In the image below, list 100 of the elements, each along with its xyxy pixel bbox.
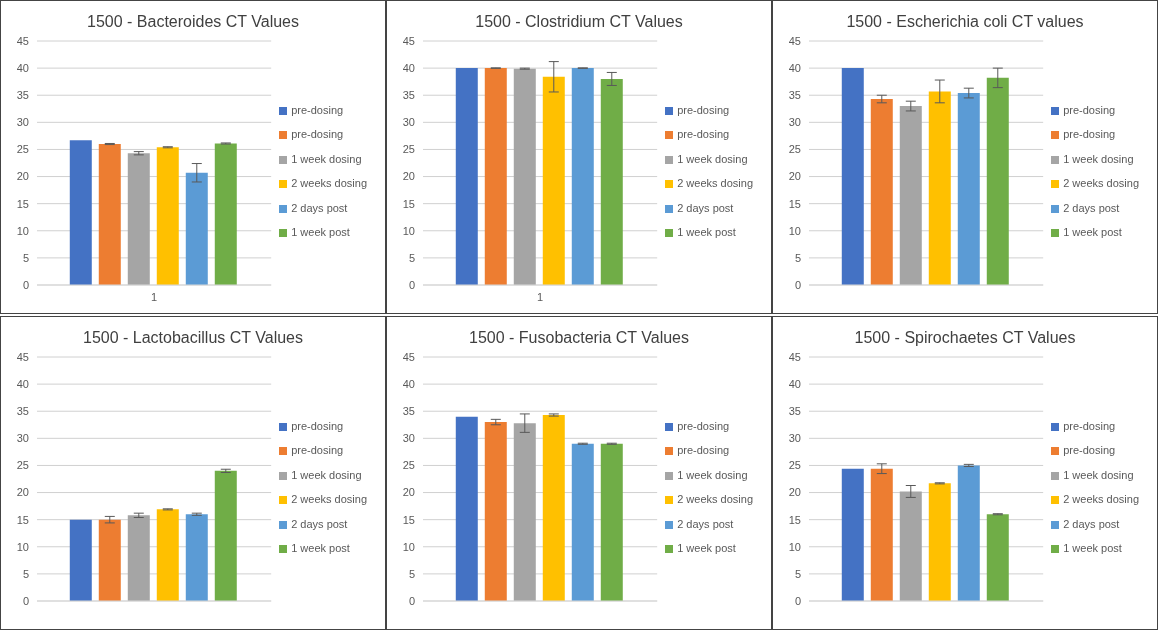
legend-label: pre-dosing (677, 444, 730, 456)
chart-title: 1500 - Spirochaetes CT Values (853, 329, 1077, 348)
y-tick-label: 15 (788, 197, 801, 210)
legend-label: pre-dosing (291, 419, 344, 432)
bar (899, 491, 922, 601)
y-tick-label: 40 (16, 378, 29, 391)
y-tick-label: 35 (16, 89, 29, 102)
bar (156, 147, 179, 285)
y-tick-label: 40 (402, 62, 415, 75)
legend-label: 2 weeks dosing (291, 177, 367, 189)
bar (156, 509, 179, 601)
legend-label: 2 days post (1063, 201, 1120, 214)
chart-title: 1500 - Lactobacillus CT Values (82, 329, 304, 348)
legend-label: 2 days post (677, 201, 734, 214)
legend-label: pre-dosing (677, 419, 730, 432)
y-tick-label: 10 (402, 224, 415, 237)
legend-label: 1 week dosing (1063, 468, 1134, 481)
y-tick-label: 5 (22, 567, 29, 580)
bar (986, 77, 1009, 285)
legend-label: pre-dosing (1063, 419, 1116, 432)
x-tick-label: 1 (537, 290, 544, 303)
bar (214, 470, 237, 601)
legend-label: 1 week dosing (291, 468, 362, 481)
bar (928, 483, 951, 601)
y-tick-label: 30 (788, 432, 801, 445)
y-tick-label: 5 (408, 567, 415, 580)
legend-label: 2 days post (1063, 517, 1120, 530)
x-tick-label: 1 (151, 290, 158, 303)
y-tick-label: 15 (402, 197, 415, 210)
legend-label: pre-dosing (677, 128, 730, 140)
bar (214, 143, 237, 285)
y-tick-label: 35 (788, 89, 801, 102)
y-tick-label: 10 (788, 540, 801, 553)
y-tick-label: 40 (402, 378, 415, 391)
legend-label: 1 week dosing (1063, 152, 1134, 165)
y-tick-label: 0 (22, 594, 29, 607)
legend-label: pre-dosing (1063, 128, 1116, 140)
y-tick-label: 35 (16, 405, 29, 418)
legend-label: 2 weeks dosing (1063, 493, 1139, 505)
y-tick-label: 10 (788, 224, 801, 237)
bar (870, 468, 893, 601)
y-tick-label: 30 (788, 116, 801, 129)
y-tick-label: 40 (16, 62, 29, 75)
legend-label: 2 weeks dosing (291, 493, 367, 505)
bar (986, 514, 1009, 601)
y-tick-label: 30 (16, 432, 29, 445)
y-tick-label: 25 (788, 459, 801, 472)
y-tick-label: 40 (788, 62, 801, 75)
y-tick-label: 45 (16, 350, 29, 363)
legend-label: 1 week dosing (677, 152, 748, 165)
y-tick-label: 25 (788, 143, 801, 156)
legend-label: pre-dosing (677, 103, 730, 116)
y-tick-label: 5 (408, 251, 415, 264)
y-tick-label: 25 (16, 143, 29, 156)
bar (98, 144, 121, 285)
chart-title: 1500 - Bacteroides CT Values (86, 13, 300, 32)
y-tick-label: 25 (402, 459, 415, 472)
chart-title: 1500 - Escherichia coli CT values (845, 13, 1085, 32)
y-tick-label: 30 (402, 116, 415, 129)
bar (600, 443, 623, 601)
legend-label: pre-dosing (1063, 103, 1116, 116)
y-tick-label: 0 (22, 278, 29, 291)
legend-label: 1 week post (291, 226, 350, 238)
chart-title: 1500 - Clostridium CT Values (474, 13, 684, 32)
y-tick-label: 15 (788, 513, 801, 526)
bar (841, 468, 864, 601)
y-tick-label: 15 (16, 513, 29, 526)
y-tick-label: 45 (16, 34, 29, 47)
y-tick-label: 40 (788, 378, 801, 391)
y-tick-label: 25 (16, 459, 29, 472)
bar (957, 465, 980, 601)
y-tick-label: 45 (788, 350, 801, 363)
y-tick-label: 25 (402, 143, 415, 156)
y-tick-label: 10 (402, 540, 415, 553)
legend-label: pre-dosing (1063, 444, 1116, 456)
y-tick-label: 5 (22, 251, 29, 264)
legend-label: 2 days post (677, 517, 734, 530)
y-tick-label: 0 (794, 594, 801, 607)
y-tick-label: 10 (16, 540, 29, 553)
bar (542, 415, 565, 601)
bar (513, 423, 536, 601)
y-tick-label: 10 (16, 224, 29, 237)
legend-label: 2 weeks dosing (677, 177, 753, 189)
legend-label: 2 days post (291, 201, 348, 214)
legend-label: 2 days post (291, 517, 348, 530)
legend-label: pre-dosing (291, 444, 344, 456)
y-tick-label: 35 (402, 89, 415, 102)
bar (484, 422, 507, 601)
y-tick-label: 35 (788, 405, 801, 418)
y-tick-label: 15 (16, 197, 29, 210)
legend-label: 1 week dosing (677, 468, 748, 481)
y-tick-label: 20 (402, 486, 415, 499)
bar (127, 153, 150, 285)
bar (455, 416, 478, 601)
y-tick-label: 20 (788, 486, 801, 499)
bar (870, 99, 893, 285)
y-tick-label: 45 (402, 34, 415, 47)
y-tick-label: 30 (402, 432, 415, 445)
y-tick-label: 0 (794, 278, 801, 291)
bar (69, 519, 92, 601)
